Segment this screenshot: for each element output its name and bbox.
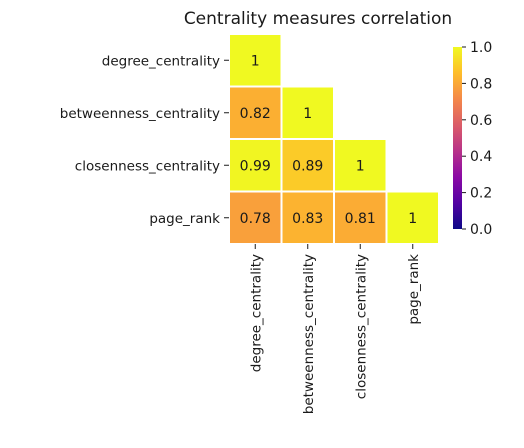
- cell-value-label-page_rank-page_rank: 1: [408, 211, 417, 227]
- x-tick-label-closenness_centrality: closenness_centrality: [353, 254, 369, 399]
- cell-value-label-betweenness_centrality-betweenness_centrality: 1: [303, 106, 312, 122]
- x-axis: degree_centrality betweenness_centrality c…: [248, 244, 422, 414]
- heatmap-cells: 1 0.82 1 0.99 0.89 1 0.78 0.83 0.81 1: [228, 33, 440, 245]
- y-tick-label-page_rank: page_rank: [149, 211, 220, 227]
- cell-value-label-closenness_centrality-closenness_centrality: 1: [356, 158, 365, 174]
- colorbar: 0.0 0.2 0.4 0.6 0.8 1.0: [453, 40, 492, 238]
- cell-value-label-page_rank-betweenness_centrality: 0.83: [292, 211, 323, 227]
- cell-value-label-degree_centrality-degree_centrality: 1: [251, 53, 260, 69]
- heatmap-cell-closenness_centrality-closenness_centrality: [333, 138, 388, 193]
- cell-value-label-closenness_centrality-betweenness_centrality: 0.89: [292, 158, 323, 174]
- cell-value-label-betweenness_centrality-degree_centrality: 0.82: [240, 106, 271, 122]
- cell-value-label-page_rank-closenness_centrality: 0.81: [345, 211, 376, 227]
- y-tick-label-betweenness_centrality: betweenness_centrality: [60, 106, 220, 122]
- colorbar-tick-label-1.0: 1.0: [470, 40, 492, 56]
- cell-value-label-closenness_centrality-degree_centrality: 0.99: [240, 158, 271, 174]
- heatmap-cell-page_rank-betweenness_centrality: [280, 190, 335, 245]
- x-tick-label-page_rank: page_rank: [406, 254, 422, 325]
- y-axis: degree_centrality betweenness_centralityc…: [60, 53, 229, 227]
- colorbar-tick-label-0.8: 0.8: [470, 76, 492, 92]
- chart-title: Centrality measures correlation: [184, 9, 452, 29]
- colorbar-scale: [453, 47, 462, 229]
- x-tick-label-degree_centrality: degree_centrality: [248, 254, 264, 372]
- colorbar-tick-label-0.4: 0.4: [470, 149, 492, 165]
- heatmap-cell-page_rank-page_rank: [385, 190, 440, 245]
- colorbar-tick-label-0.0: 0.0: [470, 222, 492, 238]
- x-tick-label-betweenness_centrality: betweenness_centrality: [301, 254, 317, 414]
- y-tick-label-closenness_centrality: closenness_centrality: [75, 158, 220, 174]
- colorbar-tick-label-0.6: 0.6: [470, 113, 492, 129]
- y-tick-label-degree_centrality: degree_centrality: [102, 53, 220, 69]
- colorbar-tick-label-0.2: 0.2: [470, 186, 492, 202]
- cell-value-label-page_rank-degree_centrality: 0.78: [240, 211, 271, 227]
